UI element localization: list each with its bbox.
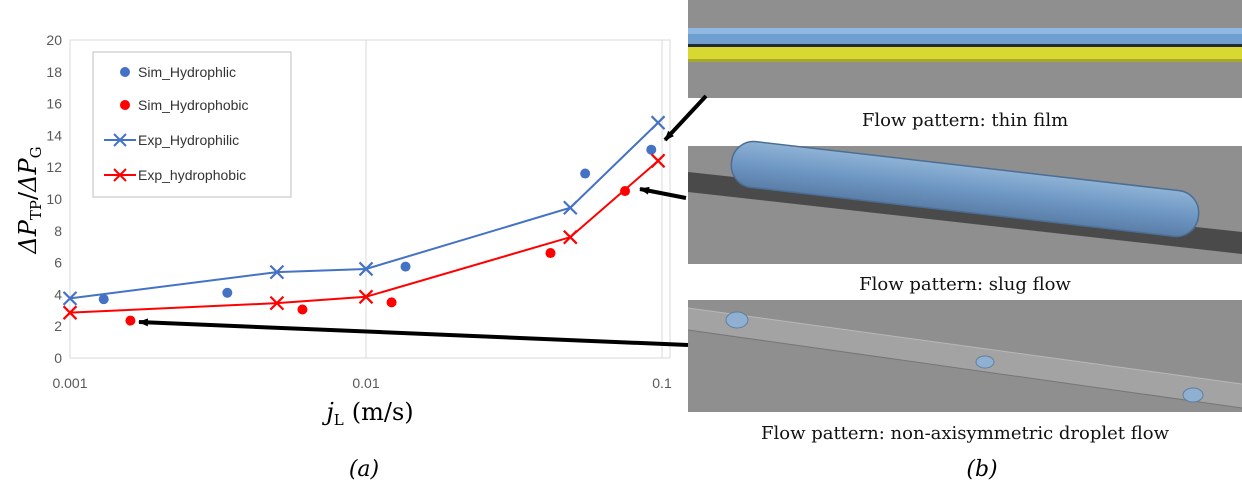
y-tick-label: 0 [54,350,62,366]
y-axis-title-sep: / [14,191,42,200]
x-tick-label: 0.1 [652,375,672,391]
data-point-x [269,295,285,311]
data-point-x [269,264,285,280]
y-tick-label: 2 [54,318,62,334]
x-tick-label: 0.001 [52,375,87,391]
data-point-x [358,289,374,305]
data-point-circle [400,261,411,272]
y-axis-title: ΔPTP/ΔPG [14,146,45,254]
series-exp-hydrophobic [62,153,666,320]
legend-label-exp-hydrophobic: Exp_hydrophobic [138,167,246,183]
data-point-circle [98,294,109,305]
y-tick-label: 8 [54,223,62,239]
series-exp-hydrophilic [62,115,666,306]
y-axis-title-den-sub: G [27,146,45,158]
panel-a-label: (a) [349,457,379,482]
data-point-x [650,153,666,169]
caption-thin-film: Flow pattern: thin film [861,110,1069,131]
y-tick-label: 16 [46,96,62,112]
series-sim-hydrophobic [125,186,631,326]
y-tick-labels: 0 2 4 6 8 10 12 14 16 18 20 [46,32,62,366]
y-tick-label: 4 [54,286,62,302]
y-tick-label: 14 [46,127,62,143]
data-point-x [62,305,78,320]
data-point-circle [545,248,556,259]
data-point-circle [386,297,397,308]
data-point-circle [222,287,233,298]
y-tick-label: 10 [46,191,62,207]
arrow-slug-flow [639,186,687,200]
series-layer [62,115,666,326]
legend-label-sim-hydrophilic: Sim_Hydrophlic [138,64,236,80]
legend-marker-sim-hydrophilic [120,67,130,77]
caption-slug-flow: Flow pattern: slug flow [859,274,1071,295]
legend-marker-exp-hydrophilic [104,133,136,147]
data-point-x [62,291,78,306]
data-point-x [650,115,666,130]
data-point-x [358,261,374,277]
series-sim-hydrophlic [98,144,657,305]
y-axis-title-prefix-den: ΔP [14,158,42,193]
x-axis-title-unit: (m/s) [352,398,414,426]
data-point-circle [125,315,136,326]
x-axis-title: jL (m/s) [321,398,413,429]
panel-b-label: (b) [966,457,997,482]
arrow-thin-film [663,94,708,142]
y-tick-label: 12 [46,159,62,175]
x-axis-title-main: j [321,398,334,426]
y-tick-label: 20 [46,32,62,48]
data-point-x [563,200,578,216]
slug-flow-image [688,140,1242,264]
y-tick-label: 6 [54,255,62,271]
y-axis-title-prefix: ΔP [14,219,42,254]
caption-droplet-flow: Flow pattern: non-axisymmetric droplet f… [760,423,1169,444]
annotation-arrows [138,94,708,347]
thin-film-image [688,0,1242,98]
legend-label-sim-hydrophobic: Sim_Hydrophobic [138,97,249,113]
data-point-x [563,229,578,245]
arrow-droplet-flow [138,318,689,347]
legend: Sim_Hydrophlic Sim_Hydrophobic Exp_Hydro… [92,51,292,198]
data-point-circle [646,144,657,155]
droplet-flow-image [687,300,1242,412]
x-tick-labels: 0.001 0.01 0.1 [52,375,671,391]
data-point-circle [580,168,591,179]
x-tick-label: 0.01 [352,375,379,391]
legend-marker-exp-hydrophobic [104,168,136,182]
x-axis-title-sub: L [334,411,344,429]
gridlines [69,40,663,358]
data-point-circle [297,304,308,315]
legend-label-exp-hydrophilic: Exp_Hydrophilic [138,132,239,148]
y-tick-label: 18 [46,64,62,80]
legend-marker-sim-hydrophobic [120,100,130,110]
y-axis-title-num-sub: TP [27,200,45,220]
